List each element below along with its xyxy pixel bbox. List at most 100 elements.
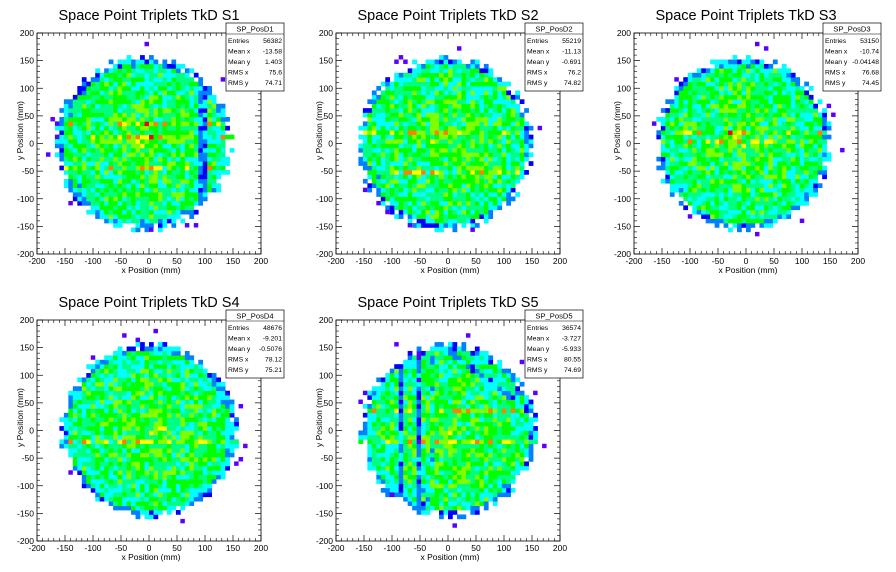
histogram-bin [184, 90, 190, 96]
histogram-bin [376, 94, 382, 100]
histogram-bin [723, 72, 729, 78]
histogram-bin [465, 63, 471, 69]
histogram-bin [398, 86, 404, 91]
histogram-bin [795, 205, 801, 211]
histogram-bin [412, 134, 417, 140]
histogram-bin [515, 165, 520, 171]
histogram-bin [216, 139, 221, 144]
histogram-bin [465, 209, 471, 215]
histogram-bin [108, 143, 114, 149]
histogram-bin [723, 116, 729, 122]
histogram-bin [153, 196, 159, 202]
histogram-bin [799, 143, 805, 149]
histogram-bin [656, 116, 662, 122]
histogram-bin [126, 386, 132, 392]
histogram-bin [113, 461, 118, 467]
histogram-bin [461, 125, 467, 131]
histogram-bin [131, 390, 136, 396]
y-tick-label: 0 [328, 139, 333, 149]
histogram-bin [95, 452, 101, 458]
histogram-bin [153, 77, 159, 82]
histogram-bin [421, 99, 426, 105]
histogram-bin [90, 403, 96, 409]
histogram-bin [380, 130, 386, 135]
histogram-bin [131, 90, 136, 96]
histogram-bin [772, 139, 778, 144]
histogram-bin [416, 174, 422, 180]
histogram-bin [104, 483, 109, 489]
histogram-bin [95, 94, 101, 100]
histogram-bin [175, 139, 181, 144]
histogram-bin [153, 461, 159, 467]
histogram-bin [394, 147, 400, 153]
histogram-bin [175, 421, 181, 427]
histogram-bin [104, 187, 109, 193]
chart-title: Space Point Triplets TkD S2 [357, 8, 538, 24]
histogram-bin [54, 134, 60, 140]
histogram-bin [126, 112, 132, 118]
histogram-bin [714, 218, 720, 224]
histogram-bin [528, 143, 534, 149]
x-tick-label: 50 [471, 256, 481, 266]
histogram-bin [371, 178, 377, 184]
histogram-bin [696, 196, 702, 202]
histogram-bin [153, 430, 159, 436]
histogram-bin [425, 59, 431, 65]
histogram-bin [434, 108, 440, 113]
histogram-bin [479, 187, 485, 193]
histogram-bin [81, 152, 87, 158]
histogram-bin [99, 192, 105, 197]
histogram-bin [385, 156, 391, 162]
histogram-bin [122, 355, 127, 361]
histogram-bin [68, 183, 74, 188]
histogram-bin [452, 59, 458, 65]
histogram-bin [394, 108, 400, 113]
histogram-bin [669, 99, 675, 105]
histogram-bin [728, 170, 733, 175]
histogram-bin [425, 170, 431, 175]
histogram-bin [665, 121, 671, 127]
histogram-bin [772, 134, 778, 140]
y-tick-label: -150 [316, 221, 333, 231]
histogram-bin [398, 139, 404, 144]
histogram-bin [790, 99, 796, 105]
histogram-bin [669, 112, 675, 118]
histogram-bin [126, 165, 132, 171]
histogram-bin [90, 368, 96, 374]
histogram-bin [122, 474, 127, 480]
histogram-bin [140, 94, 145, 100]
histogram-bin [474, 143, 480, 149]
histogram-bin [519, 112, 525, 118]
histogram-bin [184, 108, 190, 113]
histogram-bin [140, 196, 145, 202]
histogram-bin [95, 474, 101, 480]
histogram-bin [171, 209, 177, 215]
histogram-bin [162, 59, 168, 65]
histogram-bin [483, 183, 489, 188]
histogram-bin [701, 187, 706, 193]
histogram-bin [153, 452, 159, 458]
histogram-bin [483, 108, 489, 113]
x-tick-label: -150 [56, 256, 73, 266]
histogram-bin [488, 187, 494, 193]
histogram-bin [421, 200, 426, 206]
histogram-bin [54, 152, 60, 158]
histogram-bin [456, 72, 462, 78]
histogram-bin [216, 183, 221, 188]
histogram-bin [113, 86, 118, 91]
histogram-bin [131, 196, 136, 202]
histogram-bin [510, 116, 516, 122]
histogram-bin [166, 381, 172, 387]
histogram-bin [77, 377, 83, 383]
y-tick-label: -100 [316, 194, 333, 204]
histogram-bin [768, 192, 774, 197]
histogram-bin [822, 165, 827, 171]
histogram-bin [86, 209, 92, 215]
histogram-bin [412, 121, 417, 127]
histogram-bin [528, 134, 534, 140]
histogram-bin [434, 209, 440, 215]
histogram-bin [705, 161, 711, 166]
histogram-bin [669, 192, 675, 197]
histogram-bin [719, 192, 724, 197]
histogram-bin [72, 196, 78, 202]
